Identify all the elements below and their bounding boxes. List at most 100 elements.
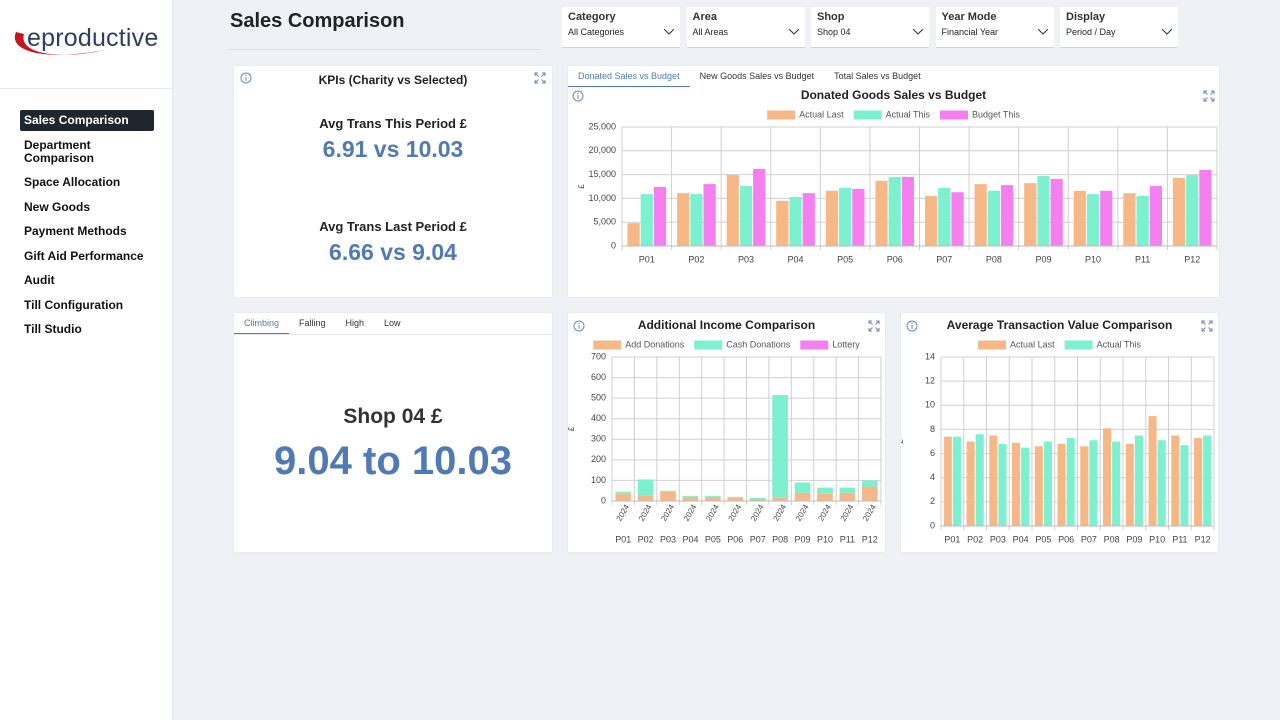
page-title: Sales Comparison xyxy=(230,10,405,32)
bar xyxy=(975,434,984,526)
legend-swatch xyxy=(767,110,796,120)
filter-dropdown[interactable]: Shop Shop 04 xyxy=(811,7,929,48)
bar xyxy=(776,200,789,246)
bar xyxy=(739,186,753,246)
y-tick-label: 14 xyxy=(925,351,935,361)
x-tick-label: P07 xyxy=(936,254,952,264)
bar xyxy=(1149,186,1162,246)
bar xyxy=(1043,441,1052,526)
legend: Add Donations Cash Donations Lottery xyxy=(593,339,860,350)
expand-icon[interactable] xyxy=(868,320,880,332)
nav-item[interactable]: New Goods xyxy=(24,199,91,214)
tab[interactable]: Total Sales vs Budget xyxy=(834,71,921,81)
x-sub-label: 2024 xyxy=(637,502,654,522)
bar-segment xyxy=(615,493,632,501)
legend-label: Actual Last xyxy=(1010,339,1055,349)
bar xyxy=(1021,447,1030,526)
bar xyxy=(1112,441,1121,526)
legend-swatch xyxy=(940,110,969,120)
tab[interactable]: Falling xyxy=(299,318,326,328)
expand-icon[interactable] xyxy=(534,72,546,84)
expand-icon[interactable] xyxy=(1201,320,1213,332)
x-tick-label: P08 xyxy=(772,534,788,544)
bar xyxy=(690,194,703,246)
info-icon[interactable] xyxy=(573,320,585,332)
bar xyxy=(1199,169,1212,246)
legend-label: Actual This xyxy=(1097,339,1142,349)
tab[interactable]: Donated Sales vs Budget xyxy=(568,66,690,87)
x-tick-label: P11 xyxy=(1172,534,1187,544)
info-icon[interactable] xyxy=(572,90,584,102)
bar xyxy=(989,435,998,526)
x-tick-label: P03 xyxy=(738,254,754,264)
x-tick-label: P03 xyxy=(990,534,1006,544)
nav-item[interactable]: Space Allocation xyxy=(24,175,121,189)
tab[interactable]: High xyxy=(345,318,365,328)
bar-segment xyxy=(682,495,699,497)
expand-icon[interactable] xyxy=(1203,90,1215,102)
x-tick-label: P09 xyxy=(1035,254,1051,264)
y-tick-label: 0 xyxy=(601,495,606,505)
x-tick-label: P11 xyxy=(1135,254,1150,264)
nav-item[interactable]: Audit xyxy=(24,273,55,287)
filter-dropdown[interactable]: Area All Areas xyxy=(686,7,805,48)
legend-label: Budget This xyxy=(972,109,1020,119)
x-tick-label: P10 xyxy=(1149,534,1165,544)
nav-item[interactable]: Payment Methods xyxy=(24,224,127,238)
x-tick-label: P07 xyxy=(750,534,766,544)
filter-value: All Areas xyxy=(692,27,729,37)
nav-item[interactable]: Department Comparison xyxy=(24,137,95,165)
filter-dropdown[interactable]: Display Period / Day xyxy=(1060,7,1178,48)
x-tick-label: P01 xyxy=(615,534,631,544)
bar xyxy=(1024,183,1037,246)
bar xyxy=(924,196,938,246)
bar xyxy=(1171,435,1180,526)
info-icon[interactable] xyxy=(240,72,252,84)
chart-title: Donated Goods Sales vs Budget xyxy=(801,88,986,102)
nav-item[interactable]: Till Configuration xyxy=(24,297,124,312)
bar xyxy=(653,186,667,246)
bar xyxy=(1123,193,1136,246)
x-sub-label: 2024 xyxy=(659,502,676,522)
bar xyxy=(677,193,690,246)
nav-item[interactable]: Gift Aid Performance xyxy=(24,248,144,263)
x-tick-label: P03 xyxy=(660,534,676,544)
bar xyxy=(852,188,865,246)
filter-dropdown[interactable]: Year Mode Financial Year xyxy=(935,7,1054,48)
bar xyxy=(1203,435,1212,526)
x-tick-label: P12 xyxy=(1195,534,1211,544)
x-sub-label: 2024 xyxy=(794,502,811,522)
x-tick-label: P11 xyxy=(840,534,855,544)
bar xyxy=(1172,177,1186,246)
bar-segment xyxy=(749,498,766,501)
x-tick-label: P10 xyxy=(1085,254,1101,264)
x-tick-label: P12 xyxy=(1184,254,1200,264)
y-tick-label: 10,000 xyxy=(588,193,616,203)
tab[interactable]: Low xyxy=(384,318,401,328)
x-tick-label: P08 xyxy=(1104,534,1120,544)
sales-panel: Donated Sales vs Budget New Goods Sales v… xyxy=(568,66,1219,297)
filter-value: Financial Year xyxy=(941,27,999,37)
x-tick-label: P06 xyxy=(1058,534,1074,544)
info-icon[interactable] xyxy=(906,320,918,332)
bar xyxy=(1080,446,1089,526)
bar xyxy=(952,436,961,526)
nav-item[interactable]: Till Studio xyxy=(24,322,82,336)
bar xyxy=(987,190,1000,246)
trend-label: Shop 04 £ xyxy=(343,405,443,428)
tab[interactable]: New Goods Sales vs Budget xyxy=(699,71,815,81)
chart: Average Transaction Value Comparison Actu… xyxy=(901,318,1215,544)
bar xyxy=(1050,178,1063,246)
bar xyxy=(1103,428,1112,526)
tab[interactable]: Climbing xyxy=(234,313,290,334)
tabs: Donated Sales vs Budget New Goods Sales v… xyxy=(568,66,931,87)
bar xyxy=(1186,175,1199,246)
x-sub-label: 2024 xyxy=(704,502,721,522)
x-tick-label: P02 xyxy=(688,254,704,264)
bar-segment xyxy=(660,491,676,501)
y-tick-label: 100 xyxy=(591,475,606,485)
filter-dropdown[interactable]: Category All Categories xyxy=(562,7,680,48)
kpi-title: KPIs (Charity vs Selected) xyxy=(318,73,468,87)
bar xyxy=(825,190,839,246)
nav-item[interactable]: Sales Comparison xyxy=(20,110,154,131)
